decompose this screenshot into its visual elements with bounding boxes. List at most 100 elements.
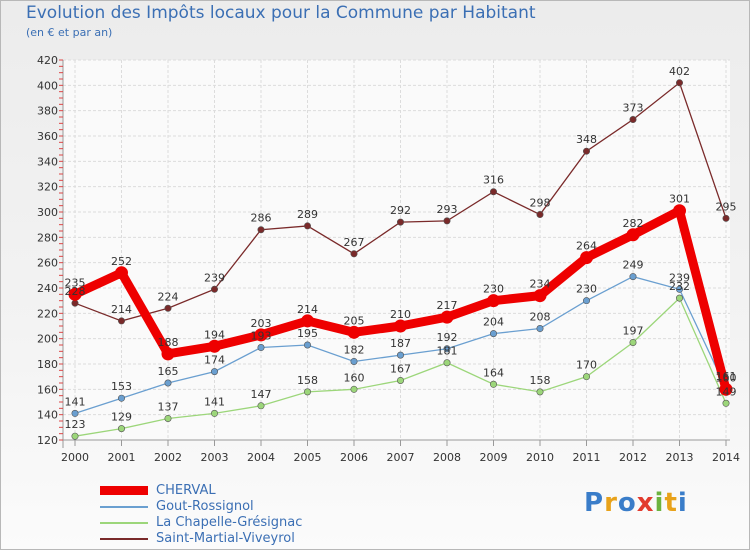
- data-label-saint-martial-viveyrol: 348: [576, 133, 597, 146]
- data-point-gout-rossignol: [629, 273, 637, 281]
- data-point-saint-martial-viveyrol: [118, 317, 126, 325]
- data-label-cherval: 282: [623, 217, 644, 230]
- data-point-saint-martial-viveyrol: [350, 250, 358, 258]
- x-tick-label: 2003: [201, 451, 229, 464]
- data-point-la-chapelle-gr-signac: [211, 409, 219, 417]
- y-tick-label: 280: [37, 231, 58, 244]
- data-point-cherval: [719, 382, 733, 396]
- legend-label: Gout-Rossignol: [156, 499, 254, 514]
- data-label-cherval: 234: [530, 278, 551, 291]
- data-label-saint-martial-viveyrol: 292: [390, 204, 411, 217]
- data-label-saint-martial-viveyrol: 373: [623, 102, 644, 115]
- chart-subtitle: (en € et par an): [26, 26, 113, 39]
- data-label-la-chapelle-gr-signac: 129: [111, 411, 132, 424]
- data-point-cherval: [68, 287, 82, 301]
- data-label-gout-rossignol: 239: [669, 271, 690, 284]
- data-label-saint-martial-viveyrol: 239: [204, 271, 225, 284]
- data-label-la-chapelle-gr-signac: 158: [297, 374, 318, 387]
- data-point-la-chapelle-gr-signac: [582, 373, 590, 381]
- data-point-cherval: [301, 314, 314, 328]
- logo-letter: i: [677, 488, 688, 518]
- data-label-saint-martial-viveyrol: 224: [158, 290, 179, 303]
- data-label-la-chapelle-gr-signac: 197: [623, 324, 644, 337]
- data-point-saint-martial-viveyrol: [722, 214, 730, 222]
- data-label-saint-martial-viveyrol: 289: [297, 208, 318, 221]
- x-tick-label: 2006: [340, 451, 368, 464]
- data-label-saint-martial-viveyrol: 286: [251, 212, 272, 225]
- legend: CHERVAL Gout-Rossignol La Chapelle-Grésign…: [100, 483, 420, 547]
- data-label-gout-rossignol: 161: [716, 370, 737, 383]
- data-point-saint-martial-viveyrol: [629, 116, 637, 124]
- data-point-gout-rossignol: [582, 297, 590, 305]
- data-label-saint-martial-viveyrol: 402: [669, 65, 690, 78]
- data-label-cherval: 205: [344, 314, 365, 327]
- data-label-cherval: 264: [576, 240, 597, 253]
- data-label-saint-martial-viveyrol: 316: [483, 174, 504, 187]
- legend-swatch: [100, 506, 148, 508]
- data-point-saint-martial-viveyrol: [536, 211, 544, 219]
- data-label-gout-rossignol: 153: [111, 380, 132, 393]
- data-label-cherval: 203: [251, 317, 272, 330]
- data-point-gout-rossignol: [536, 325, 544, 333]
- data-point-saint-martial-viveyrol: [211, 285, 219, 293]
- data-label-gout-rossignol: 208: [530, 311, 551, 324]
- data-label-cherval: 217: [437, 299, 458, 312]
- data-label-la-chapelle-gr-signac: 164: [483, 366, 504, 379]
- data-label-gout-rossignol: 174: [204, 354, 225, 367]
- data-point-gout-rossignol: [489, 330, 497, 338]
- y-tick-label: 420: [37, 54, 58, 67]
- y-tick-label: 200: [37, 333, 58, 346]
- data-point-cherval: [440, 310, 454, 324]
- logo-letter: P: [584, 488, 605, 518]
- logo-letter: t: [664, 488, 678, 518]
- data-label-la-chapelle-gr-signac: 232: [669, 280, 690, 293]
- data-point-gout-rossignol: [443, 345, 451, 353]
- data-point-gout-rossignol: [675, 285, 683, 293]
- data-point-cherval: [533, 289, 547, 303]
- y-tick-label: 240: [37, 282, 58, 295]
- y-tick-label: 320: [37, 181, 58, 194]
- data-label-saint-martial-viveyrol: 295: [716, 200, 737, 213]
- x-tick-label: 2011: [573, 451, 601, 464]
- x-tick-label: 2010: [526, 451, 554, 464]
- data-point-gout-rossignol: [164, 379, 172, 387]
- data-point-la-chapelle-gr-signac: [722, 399, 730, 407]
- data-label-gout-rossignol: 141: [65, 395, 86, 408]
- logo-letter: i: [654, 488, 665, 518]
- y-tick-label: 120: [37, 434, 58, 447]
- y-tick-label: 260: [37, 257, 58, 270]
- y-tick-label: 400: [37, 79, 58, 92]
- data-label-la-chapelle-gr-signac: 160: [344, 371, 365, 384]
- legend-swatch: [100, 538, 148, 540]
- data-label-saint-martial-viveyrol: 228: [65, 285, 86, 298]
- data-label-saint-martial-viveyrol: 293: [437, 203, 458, 216]
- data-label-cherval: 160: [716, 371, 737, 384]
- data-point-gout-rossignol: [396, 351, 404, 359]
- x-tick-label: 2007: [387, 451, 415, 464]
- data-label-la-chapelle-gr-signac: 141: [204, 395, 225, 408]
- data-point-la-chapelle-gr-signac: [303, 388, 311, 396]
- x-tick-label: 2002: [154, 451, 182, 464]
- logo-letter: x: [636, 488, 655, 518]
- data-point-la-chapelle-gr-signac: [396, 376, 404, 384]
- data-point-cherval: [673, 204, 686, 218]
- data-label-cherval: 235: [65, 276, 86, 289]
- data-label-la-chapelle-gr-signac: 158: [530, 374, 551, 387]
- proxiti-logo: Proxiti: [584, 488, 688, 518]
- x-tick-label: 2014: [712, 451, 740, 464]
- data-point-cherval: [626, 228, 640, 242]
- data-point-saint-martial-viveyrol: [582, 147, 590, 155]
- line-chart: 120 140 160 180 200 220 240 260 280 300 320 340 360 3…: [37, 54, 740, 464]
- data-label-gout-rossignol: 249: [623, 259, 644, 272]
- data-label-cherval: 214: [297, 303, 318, 316]
- data-point-cherval: [161, 347, 175, 361]
- data-point-cherval: [347, 325, 361, 339]
- logo-letter: o: [617, 488, 637, 518]
- data-point-saint-martial-viveyrol: [303, 222, 311, 230]
- data-label-la-chapelle-gr-signac: 149: [716, 385, 737, 398]
- y-tick-label: 340: [37, 155, 58, 168]
- data-label-saint-martial-viveyrol: 267: [344, 236, 365, 249]
- legend-item-cherval: CHERVAL: [100, 483, 420, 499]
- data-label-la-chapelle-gr-signac: 123: [65, 418, 86, 431]
- data-label-la-chapelle-gr-signac: 167: [390, 362, 411, 375]
